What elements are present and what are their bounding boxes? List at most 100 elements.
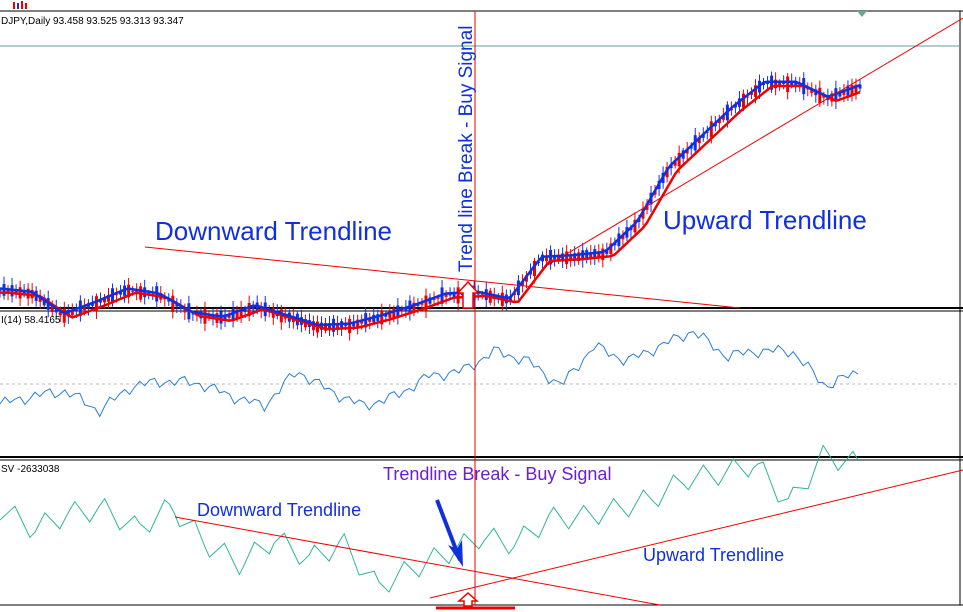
candle-body <box>344 324 348 327</box>
candle-body <box>754 85 758 97</box>
candle-body <box>850 85 854 96</box>
candle-body <box>324 323 328 331</box>
candle-body <box>348 318 352 334</box>
candle-body <box>82 305 86 311</box>
candle-body <box>102 297 106 303</box>
candle-body <box>380 310 384 325</box>
obv-upward-label: Upward Trendline <box>643 545 784 565</box>
candle-body <box>247 302 251 317</box>
candle-body <box>786 76 790 93</box>
candle-body <box>131 290 135 292</box>
candle-body <box>22 290 26 295</box>
candle-body <box>0 290 2 292</box>
candle-body <box>778 82 782 86</box>
buy-arrow-icon <box>457 591 479 607</box>
candle-body <box>721 115 725 120</box>
candle-body <box>589 252 593 259</box>
candle-body <box>838 91 842 97</box>
buy-arrow-icon <box>456 280 480 309</box>
candle-body <box>251 304 255 310</box>
candle-body <box>90 303 94 306</box>
candle-body <box>858 84 862 89</box>
main-signal-label: Trend line Break - Buy Signal <box>456 26 477 272</box>
candle-body <box>448 294 452 296</box>
candle-body <box>392 308 396 319</box>
candle-body <box>384 314 388 317</box>
candle-body <box>412 302 416 312</box>
candle-body <box>86 303 90 309</box>
candle-body <box>697 137 701 144</box>
candle-body <box>223 314 227 321</box>
candle-body <box>376 314 380 321</box>
candle-body <box>749 92 753 95</box>
candle-body <box>50 303 54 313</box>
candle-body <box>400 309 404 312</box>
candle-body <box>822 95 826 98</box>
candle-body <box>745 96 749 98</box>
candle-body <box>633 219 637 233</box>
obv-line <box>0 444 859 593</box>
candle-body <box>766 83 770 85</box>
candle-body <box>818 87 822 104</box>
scroll-marker-icon[interactable] <box>857 11 867 17</box>
candle-body <box>356 319 360 328</box>
candle-body <box>553 255 557 260</box>
candle-body <box>444 293 448 297</box>
candle-body <box>175 303 179 307</box>
candle-body <box>577 252 581 262</box>
chart-type-icon[interactable] <box>13 1 27 9</box>
candle-body <box>416 304 420 306</box>
candle-body <box>368 318 372 322</box>
candle-body <box>98 299 102 303</box>
candle-body <box>70 309 74 315</box>
obv-upward-trendline[interactable] <box>429 469 963 599</box>
candle-body <box>424 295 428 312</box>
obv-downward-label: Downward Trendline <box>197 500 361 520</box>
rsi-header: I(14) 58.4165 <box>1 315 61 326</box>
candle-body <box>336 323 340 330</box>
moving-average-red <box>0 84 861 331</box>
arrow-head-icon <box>448 540 463 567</box>
candle-body <box>360 321 364 324</box>
candle-body <box>673 160 677 166</box>
main-upward-trendline[interactable] <box>547 17 963 266</box>
candle-body <box>94 296 98 312</box>
candle-body <box>147 292 151 295</box>
obv-downward-trendline[interactable] <box>174 516 661 606</box>
candle-body <box>609 243 613 254</box>
candle-body <box>685 149 689 154</box>
candle-body <box>432 299 436 301</box>
candle-body <box>810 89 814 93</box>
candle-body <box>127 284 131 298</box>
candle-body <box>420 303 424 305</box>
main-downward-trendline[interactable] <box>144 246 741 309</box>
candle-body <box>741 93 745 108</box>
candle-body <box>191 313 195 315</box>
candle-body <box>179 306 183 309</box>
main-header: DJPY,Daily 93.458 93.525 93.313 93.347 <box>1 16 184 27</box>
candle-body <box>709 121 713 138</box>
candle-body <box>557 254 561 262</box>
moving-average-blue <box>0 80 861 327</box>
candle-body <box>38 296 42 302</box>
candle-body <box>211 315 215 319</box>
candle-body <box>460 294 464 296</box>
candle-body <box>782 82 786 84</box>
candle-body <box>532 260 536 277</box>
candle-body <box>456 287 460 304</box>
main-upward-label: Upward Trendline <box>663 205 867 235</box>
candle-body <box>854 84 858 93</box>
candle-body <box>107 295 111 302</box>
candle-body <box>774 79 778 89</box>
candle-body <box>243 308 247 312</box>
candle-body <box>62 308 66 323</box>
rsi-line <box>0 331 859 418</box>
candle-body <box>183 307 187 313</box>
candle-body <box>717 119 721 123</box>
candle-body <box>597 251 601 258</box>
candle-body <box>404 307 408 312</box>
candle-body <box>508 296 512 302</box>
candle-body <box>388 311 392 318</box>
